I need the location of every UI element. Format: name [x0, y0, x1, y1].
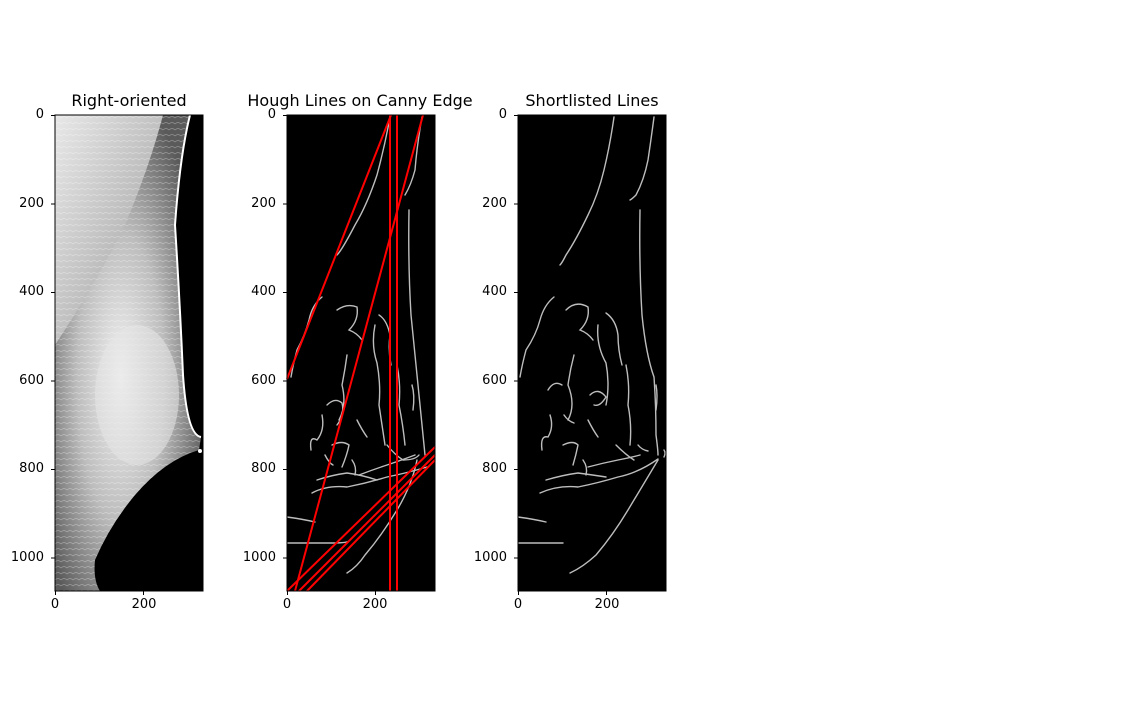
- ytick-label: 800: [19, 461, 44, 476]
- ytick-label: 800: [482, 461, 507, 476]
- ytick-label: 600: [19, 373, 44, 388]
- ytick-label: 1000: [10, 550, 44, 565]
- panel-title-hough-lines: Hough Lines on Canny Edge: [247, 91, 473, 110]
- xtick-label: 0: [513, 597, 523, 612]
- ytick-label: 800: [251, 461, 276, 476]
- ytick-label: 400: [251, 284, 276, 299]
- mammogram-image: [54, 114, 204, 592]
- ytick-label: 600: [482, 373, 507, 388]
- xtick-label: 200: [594, 597, 620, 612]
- ytick-label: 0: [498, 107, 507, 122]
- ytick-label: 200: [251, 196, 276, 211]
- ytick-label: 0: [35, 107, 44, 122]
- ytick-label: 200: [19, 196, 44, 211]
- ytick-label: 400: [19, 284, 44, 299]
- axis-ticks-panel-2: [283, 115, 376, 595]
- shortlisted-lines-image: [517, 114, 667, 592]
- ytick-label: 0: [267, 107, 276, 122]
- xtick-label: 0: [50, 597, 60, 612]
- panel-title-shortlisted-lines: Shortlisted Lines: [525, 91, 659, 110]
- ytick-label: 1000: [473, 550, 507, 565]
- ytick-label: 200: [482, 196, 507, 211]
- xtick-label: 200: [362, 597, 388, 612]
- xtick-label: 0: [282, 597, 292, 612]
- axis-ticks-panel-1: [51, 115, 144, 595]
- panel-title-right-oriented: Right-oriented: [71, 91, 187, 110]
- xtick-label: 200: [131, 597, 157, 612]
- ytick-label: 600: [251, 373, 276, 388]
- ytick-label: 400: [482, 284, 507, 299]
- hough-lines-image: [286, 114, 436, 592]
- axis-ticks-panel-3: [514, 115, 607, 595]
- ytick-label: 1000: [242, 550, 276, 565]
